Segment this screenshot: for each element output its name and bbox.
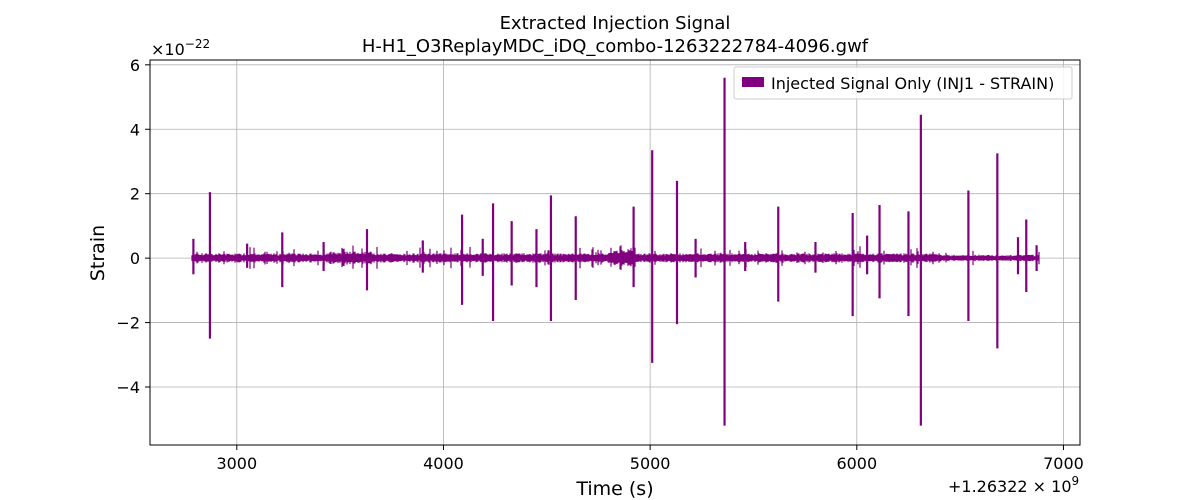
chart-subtitle: H-H1_O3ReplayMDC_iDQ_combo-1263222784-40…	[362, 36, 869, 57]
y-tick-label: 2	[130, 185, 140, 204]
y-scale-base: ×10	[151, 40, 185, 59]
legend-label: Injected Signal Only (INJ1 - STRAIN)	[771, 74, 1054, 93]
series-0	[191, 77, 1040, 426]
y-tick-label: 4	[130, 120, 140, 139]
axes-frame	[149, 59, 1081, 446]
legend-swatch	[742, 77, 764, 87]
y-scale-label: ×10−22	[151, 37, 210, 59]
y-axis-label: Strain	[87, 225, 109, 281]
x-offset-exponent: 9	[1072, 474, 1080, 488]
y-tick-label: −4	[116, 378, 140, 397]
x-tick-label: 7000	[1043, 454, 1084, 473]
y-tick-label: 6	[130, 56, 140, 75]
legend-box	[733, 66, 1073, 100]
legend: Injected Signal Only (INJ1 - STRAIN)	[733, 66, 1073, 100]
y-scale-exponent: −22	[185, 37, 210, 51]
grid	[150, 60, 1080, 445]
x-offset-base: +1.26322 × 10	[948, 477, 1072, 496]
chart-title: Extracted Injection Signal	[500, 13, 731, 34]
y-tick-label: 0	[130, 249, 140, 268]
x-tick-label: 5000	[630, 454, 671, 473]
plot-area	[191, 77, 1040, 426]
x-tick-label: 3000	[216, 454, 257, 473]
noise-band	[191, 245, 1040, 270]
x-axis-label: Time (s)	[575, 478, 653, 500]
x-offset-label: +1.26322 × 109	[948, 474, 1079, 496]
x-tick-label: 6000	[836, 454, 877, 473]
x-tick-label: 4000	[423, 454, 464, 473]
y-tick-label: −2	[116, 314, 140, 333]
axis-ticks: 3000 4000 5000 6000 7000 −4 −2 0 2 4 6	[116, 56, 1083, 473]
